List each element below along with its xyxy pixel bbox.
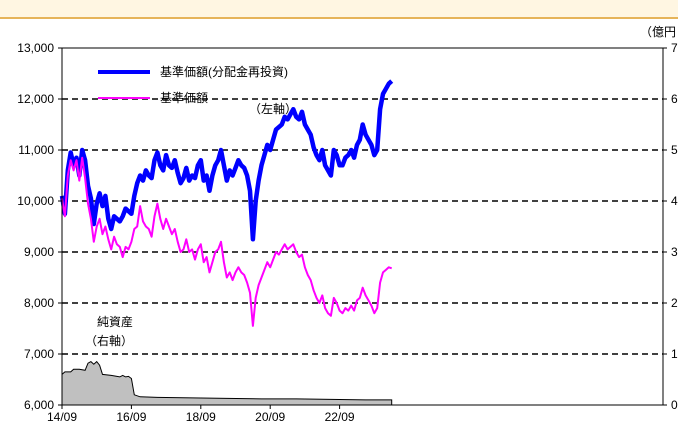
- y-left-tick-label: 12,000: [17, 92, 54, 106]
- net-assets-axis-note: （右軸）: [85, 333, 133, 348]
- plot-frame: [58, 47, 667, 409]
- y-left-tick-label: 11,000: [18, 143, 54, 157]
- y-left-tick-label: 13,000: [17, 41, 54, 55]
- legend-label-nav: 基準価額: [160, 90, 208, 105]
- tick-labels: 6,0007,0008,0009,00010,00011,00012,00013…: [17, 41, 678, 424]
- grid-lines: [62, 98, 663, 355]
- y-right-tick-label: 4: [671, 194, 678, 208]
- series-area-net-assets: [61, 360, 393, 406]
- y-right-tick-label: 1: [671, 347, 678, 361]
- x-tick-label: 14/09: [47, 410, 77, 424]
- net-assets-area: [61, 360, 393, 406]
- series-line-nav: [61, 156, 393, 327]
- series-lines: [59, 79, 394, 327]
- right-axis-unit: （億円: [640, 25, 676, 39]
- y-left-tick-label: 9,000: [24, 245, 54, 259]
- y-right-tick-label: 2: [671, 296, 678, 310]
- y-left-tick-label: 10,000: [17, 194, 54, 208]
- y-right-tick-label: 6: [671, 92, 678, 106]
- net-assets-label: 純資産: [97, 314, 133, 329]
- x-tick-label: 16/09: [116, 410, 146, 424]
- y-right-tick-label: 5: [671, 143, 678, 157]
- header-band: [0, 0, 678, 19]
- y-left-tick-label: 8,000: [24, 296, 54, 310]
- x-tick-label: 22/09: [325, 410, 355, 424]
- x-tick-label: 18/09: [186, 410, 216, 424]
- legend: 基準価額(分配金再投資) 基準価額: [98, 64, 288, 105]
- plot-border: [61, 47, 664, 406]
- y-right-tick-label: 3: [671, 245, 678, 259]
- y-right-tick-label: 0: [671, 398, 678, 412]
- y-left-tick-label: 6,000: [24, 398, 54, 412]
- series-line-reinvested: [59, 79, 394, 242]
- y-left-tick-label: 7,000: [24, 347, 54, 361]
- left-axis-annotation: （左軸）: [249, 101, 297, 116]
- legend-label-reinvested: 基準価額(分配金再投資): [160, 64, 288, 79]
- x-tick-label: 20/09: [255, 410, 285, 424]
- y-right-tick-label: 7: [671, 41, 678, 55]
